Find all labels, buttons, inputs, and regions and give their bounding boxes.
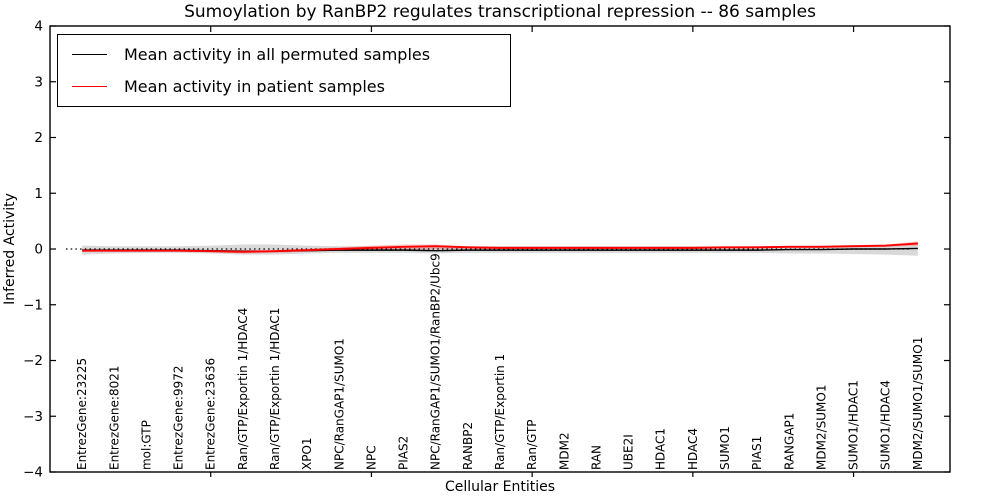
legend: Mean activity in all permuted samples Me… (57, 34, 511, 107)
x-tick-label: Ran/GTP (525, 419, 539, 470)
y-tick-label: −1 (23, 297, 43, 313)
x-tick-label: EntrezGene:8021 (107, 366, 121, 471)
x-tick-label: mol:GTP (139, 420, 153, 470)
x-tick-label: MDM2/SUMO1/SUMO1 (911, 337, 925, 470)
y-tick-label: 4 (34, 19, 43, 35)
x-tick-label: SUMO1 (718, 426, 732, 470)
series-line-1 (82, 242, 918, 253)
x-tick-label: XPO1 (300, 437, 314, 470)
x-tick-label: MDM2/SUMO1 (814, 385, 828, 470)
x-tick-label: NPC/RanGAP1/SUMO1/RanBP2/Ubc9 (429, 253, 443, 470)
x-tick-label: HDAC1 (654, 428, 668, 470)
x-tick-label: NPC/RanGAP1/SUMO1 (332, 338, 346, 470)
legend-label-permuted: Mean activity in all permuted samples (124, 45, 431, 64)
x-tick-label: SUMO1/HDAC4 (879, 380, 893, 470)
x-tick-label: NPC (364, 445, 378, 470)
y-tick-label: 2 (34, 130, 43, 146)
y-tick-label: −2 (23, 353, 43, 369)
x-tick-label: HDAC4 (686, 428, 700, 470)
x-tick-label: EntrezGene:9972 (172, 366, 186, 471)
y-tick-label: 0 (34, 242, 43, 258)
x-tick-label: PIAS1 (750, 436, 764, 470)
x-tick-label: RAN (589, 445, 603, 470)
y-tick-label: 3 (34, 74, 43, 90)
legend-label-patient: Mean activity in patient samples (124, 77, 385, 96)
legend-item-permuted: Mean activity in all permuted samples (72, 42, 500, 67)
x-tick-label: EntrezGene:23636 (204, 358, 218, 470)
y-axis-label: Inferred Activity (2, 193, 18, 305)
y-tick-label: −4 (23, 465, 43, 481)
legend-item-patient: Mean activity in patient samples (72, 74, 500, 99)
y-tick-label: 1 (34, 186, 43, 202)
x-tick-label: Ran/GTP/Exportin 1/HDAC4 (236, 308, 250, 470)
x-tick-label: MDM2 (557, 432, 571, 470)
x-tick-label: PIAS2 (397, 436, 411, 470)
chart-title: Sumoylation by RanBP2 regulates transcri… (184, 2, 816, 22)
x-axis-label: Cellular Entities (444, 479, 556, 495)
x-tick-label: RANBP2 (461, 422, 475, 470)
x-tick-label: Ran/GTP/Exportin 1/HDAC1 (268, 308, 282, 470)
x-tick-label: RANGAP1 (782, 413, 796, 470)
legend-line-sample-red (72, 86, 107, 87)
y-tick-label: −3 (23, 409, 43, 425)
x-tick-label: SUMO1/HDAC1 (847, 380, 861, 470)
x-tick-label: EntrezGene:23225 (75, 358, 89, 470)
x-tick-label: UBE2I (622, 434, 636, 470)
legend-line-sample-black (72, 54, 107, 55)
x-tick-label: Ran/GTP/Exportin 1 (493, 354, 507, 470)
